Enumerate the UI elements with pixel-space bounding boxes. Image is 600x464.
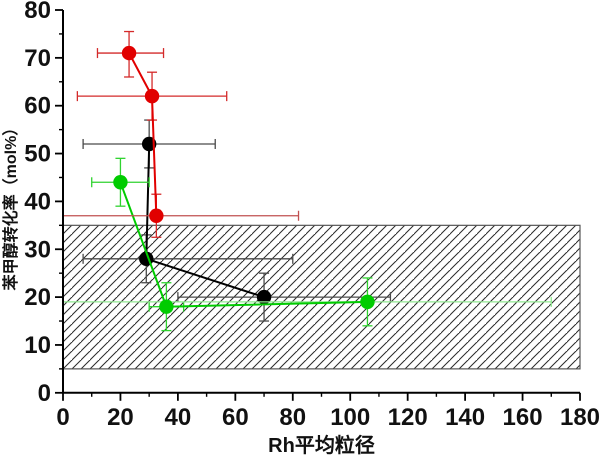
- y-tick-label: 30: [24, 236, 51, 263]
- x-tick-label: 160: [503, 404, 543, 431]
- y-tick-label: 40: [24, 188, 51, 215]
- x-axis-label: Rh平均粒径: [268, 433, 375, 457]
- data-point-red-series-2: [144, 88, 160, 104]
- y-tick-label: 0: [38, 380, 51, 407]
- data-point-green-series-1: [113, 175, 128, 190]
- data-point-black-series-3: [256, 289, 272, 305]
- y-tick-label: 50: [24, 141, 51, 168]
- series-green-series: [63, 157, 552, 332]
- data-point-red-series-3: [149, 208, 164, 223]
- x-tick-label: 60: [222, 404, 249, 431]
- x-tick-label: 20: [107, 404, 134, 431]
- series-black-series: [82, 119, 392, 322]
- y-axis-label: 苯甲醇转化率（mol%）: [1, 120, 20, 292]
- tick-labels: 0 20 40 60 80 100 120 140 160 180 0 10 20 30 40 50 60 70 8…: [24, 0, 600, 431]
- data-point-green-series-3: [360, 294, 375, 310]
- data-point-green-series-2: [159, 299, 174, 314]
- x-tick-label: 40: [165, 404, 192, 431]
- y-tick-label: 20: [24, 284, 51, 311]
- x-tick-label: 140: [445, 404, 485, 431]
- data-point-red-series-1: [121, 45, 137, 61]
- y-tick-label: 80: [24, 0, 51, 24]
- x-tick-label: 180: [560, 404, 600, 431]
- x-tick-label: 120: [388, 404, 428, 431]
- y-tick-label: 60: [24, 93, 51, 120]
- y-tick-label: 10: [24, 332, 51, 359]
- x-tick-label: 100: [330, 404, 370, 431]
- x-tick-label: 0: [56, 404, 69, 431]
- y-tick-label: 70: [24, 45, 51, 72]
- x-tick-label: 80: [279, 404, 306, 431]
- axes: [55, 9, 581, 401]
- series-red-series: [63, 30, 300, 238]
